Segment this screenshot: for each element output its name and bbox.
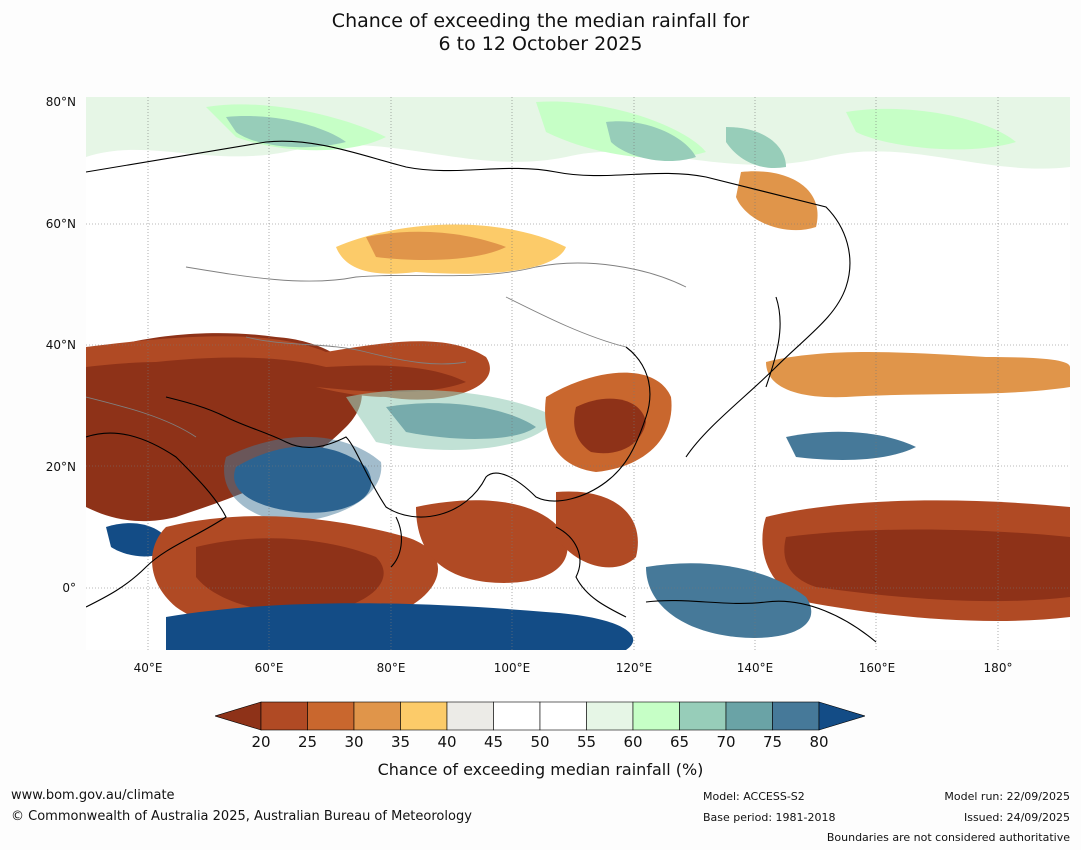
region-blue-west-pacific <box>786 431 916 460</box>
rainfall-map <box>85 97 1070 650</box>
model-run-text: Model run: 22/09/2025 <box>944 790 1070 803</box>
lon-label-120e: 120°E <box>615 661 653 675</box>
region-blue-south-indian-ocean <box>166 603 634 650</box>
colorbar-tick-label: 20 <box>251 733 271 751</box>
colorbar-segment <box>493 701 541 731</box>
lon-label-160e: 160°E <box>858 661 896 675</box>
lat-label-40n: 40°N <box>45 338 76 352</box>
region-teal-himalaya <box>346 389 556 450</box>
colorbar-segment <box>772 701 820 731</box>
region-brown-se-asia <box>556 491 638 568</box>
region-blue-arabian-sea-edge <box>224 436 382 522</box>
colorbar-tick-label: 35 <box>390 733 411 751</box>
lat-label-60n: 60°N <box>45 217 76 231</box>
colorbar-segment <box>539 701 587 731</box>
lon-label-80e: 80°E <box>376 661 406 675</box>
colorbar-segment <box>400 701 448 731</box>
coastlines <box>85 140 877 643</box>
lat-label-20n: 20°N <box>45 460 76 474</box>
lon-label-140e: 140°E <box>736 661 774 675</box>
country-borders <box>85 262 687 438</box>
colorbar-tick-label: 70 <box>716 733 736 751</box>
colorbar-tick-label: 25 <box>297 733 318 751</box>
map-gridlines <box>86 97 1070 650</box>
colorbar-tick-label: 75 <box>762 733 783 751</box>
model-text: Model: ACCESS-S2 <box>703 790 805 803</box>
colorbar-svg <box>213 701 867 731</box>
colorbar-extend-high <box>818 701 867 731</box>
colorbar-tick-label: 80 <box>809 733 829 751</box>
region-brown-bay-bengal <box>416 500 568 583</box>
lon-label-180: 180° <box>983 661 1013 675</box>
colorbar-segment <box>446 701 494 731</box>
lon-label-60e: 60°E <box>254 661 284 675</box>
title-line-2: 6 to 12 October 2025 <box>438 33 643 55</box>
region-brown-indian-ocean-core <box>196 538 384 613</box>
region-orange-north-pacific <box>766 352 1070 398</box>
base-period-text: Base period: 1981-2018 <box>703 811 836 824</box>
colorbar-segment <box>632 701 680 731</box>
colorbar-tick-label: 40 <box>437 733 457 751</box>
website-link[interactable]: www.bom.gov.au/climate <box>11 788 175 803</box>
map-title: Chance of exceeding the median rainfall … <box>0 10 1081 56</box>
colorbar-tick-label: 55 <box>576 733 597 751</box>
lon-label-40e: 40°E <box>133 661 163 675</box>
colorbar-tick-label: 60 <box>623 733 643 751</box>
colorbar-segment <box>353 701 401 731</box>
colorbar-segment <box>586 701 634 731</box>
colorbar-segment <box>307 701 355 731</box>
region-brown-south-china-core <box>574 398 646 454</box>
colorbar-title: Chance of exceeding median rainfall (%) <box>377 760 704 779</box>
colorbar-segment <box>679 701 727 731</box>
issued-text: Issued: 24/09/2025 <box>963 811 1070 824</box>
colorbar-tick-label: 50 <box>530 733 550 751</box>
colorbar <box>213 700 867 732</box>
map-canvas <box>85 97 1070 650</box>
copyright-text: © Commonwealth of Australia 2025, Austra… <box>11 809 472 824</box>
region-brown-south-pacific-core <box>784 529 1070 602</box>
colorbar-tick-label: 45 <box>483 733 504 751</box>
region-brown-iran-core <box>116 357 466 392</box>
colorbar-extend-low <box>213 701 262 731</box>
region-blue-maritime-continent <box>646 563 812 638</box>
colorbar-segment <box>725 701 773 731</box>
title-line-1: Chance of exceeding the median rainfall … <box>331 10 750 32</box>
lon-label-100e: 100°E <box>493 661 531 675</box>
colorbar-tick-label: 65 <box>669 733 690 751</box>
colorbar-segment <box>260 701 308 731</box>
region-orange-central-asia-2 <box>366 231 506 260</box>
region-orange-east-siberia <box>736 171 818 231</box>
region-teal-north <box>226 116 786 168</box>
colorbar-tick-label: 30 <box>344 733 364 751</box>
lat-label-0: 0° <box>62 581 76 595</box>
disclaimer-text: Boundaries are not considered authoritat… <box>826 831 1070 844</box>
lat-label-80n: 80°N <box>45 95 76 109</box>
